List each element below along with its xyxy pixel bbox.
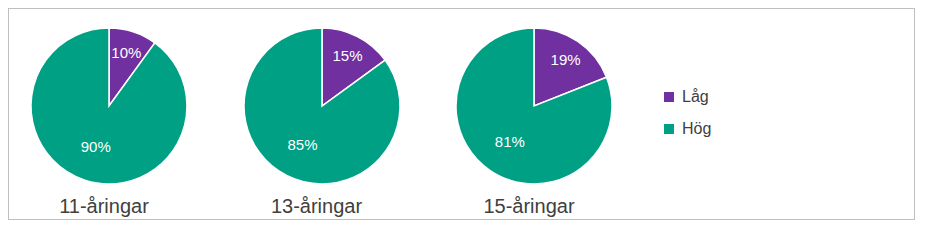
html-text:13-åringar: 13-åringar [270,195,363,217]
svg-text:85%: 85% [287,136,317,153]
svg-text:90%: 90% [81,138,111,155]
svg-text:19%: 19% [551,51,581,68]
html-text:Låg: Låg [682,88,709,105]
html-text:Hög: Hög [682,120,712,137]
svg-text:81%: 81% [495,133,525,150]
svg-text:15%: 15% [332,47,362,64]
html-text:11-åringar: 11-åringar [59,195,149,217]
svg-text:10%: 10% [111,44,141,61]
html-text:15-åringar: 15-åringar [483,195,575,217]
